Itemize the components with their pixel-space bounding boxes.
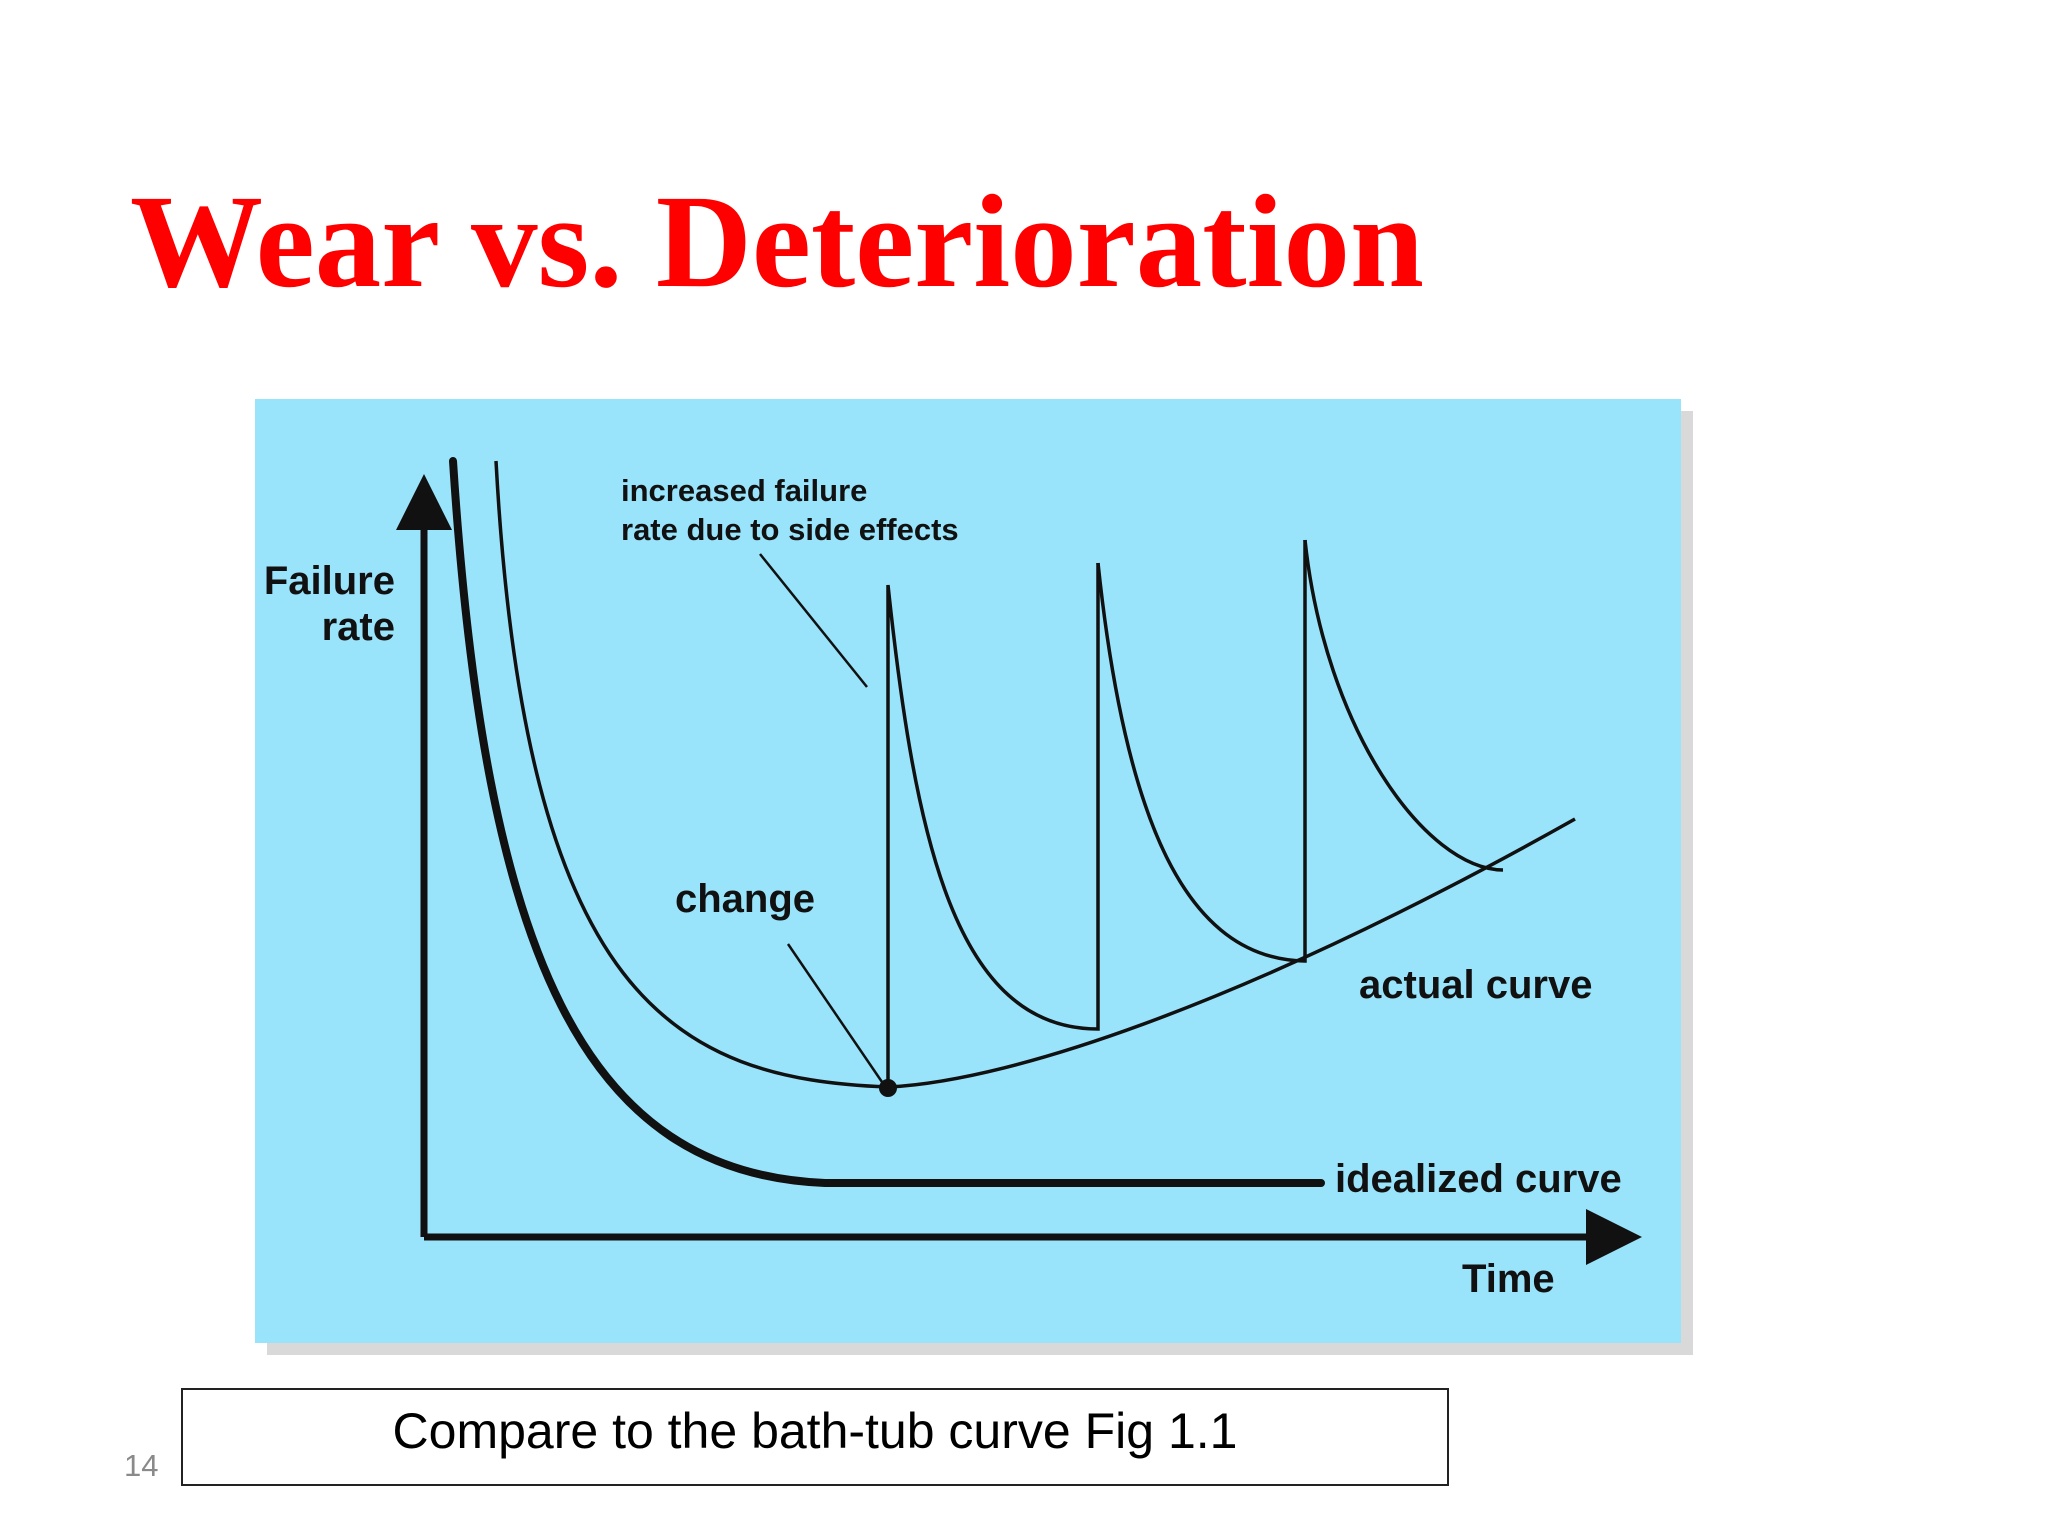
caption-text: Compare to the bath-tub curve Fig 1.1	[392, 1403, 1238, 1459]
caption-box: Compare to the bath-tub curve Fig 1.1	[181, 1388, 1449, 1486]
y-axis-label-line1: Failure	[264, 559, 395, 603]
actual-curve-spike-3	[1303, 539, 1504, 872]
actual-curve-spike-2	[1096, 540, 1307, 963]
change-leader-line	[786, 943, 884, 1083]
page-number: 14	[124, 1448, 159, 1483]
side-effects-annotation-line2: rate due to side effects	[621, 512, 959, 547]
software-failure-curve-figure: Failure rate increased failure rate due …	[255, 399, 1681, 1343]
slide-title: Wear vs. Deterioration	[130, 167, 1424, 315]
actual-curve-label: actual curve	[1359, 963, 1592, 1007]
x-axis-label: Time	[1462, 1257, 1555, 1301]
idealized-curve-label: idealized curve	[1335, 1157, 1622, 1201]
change-point-marker	[879, 1079, 897, 1097]
change-annotation: change	[675, 877, 815, 921]
figure-svg: Failure rate increased failure rate due …	[264, 457, 1642, 1301]
side-effects-leader-line	[759, 553, 868, 688]
actual-curve-baseline	[494, 460, 1576, 1089]
side-effects-annotation-line1: increased failure	[621, 473, 867, 508]
actual-curve-spike-1	[886, 563, 1100, 1087]
idealized-curve	[449, 457, 1325, 1187]
y-axis-label-line2: rate	[322, 605, 395, 649]
